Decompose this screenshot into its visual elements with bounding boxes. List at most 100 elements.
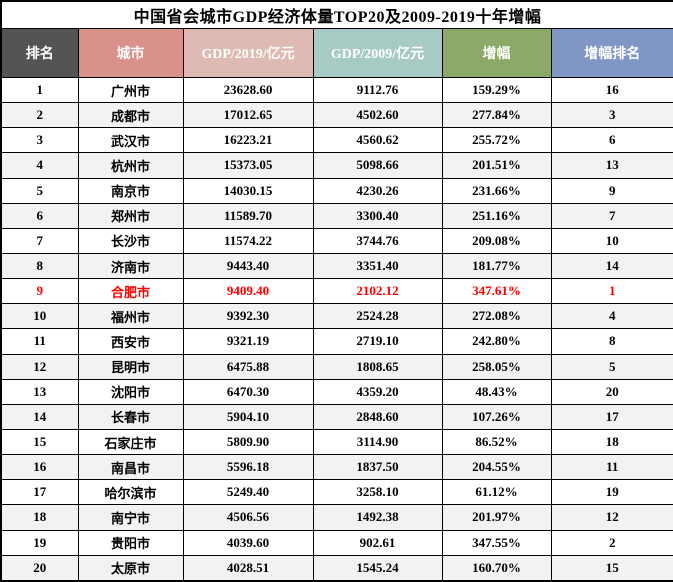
- cell-city: 成都市: [77, 102, 184, 129]
- cell-rank: 1: [0, 76, 79, 104]
- cell-city: 太原市: [77, 554, 184, 582]
- table-title: 中国省会城市GDP经济体量TOP20及2009-2019十年增幅: [0, 0, 673, 29]
- cell-growth-rank: 9: [550, 177, 673, 204]
- cell-city: 贵阳市: [77, 529, 184, 556]
- cell-growth: 48.43%: [441, 378, 552, 405]
- cell-rank: 9: [0, 278, 79, 305]
- cell-growth-rank: 4: [550, 303, 673, 330]
- cell-gdp2019: 9392.30: [182, 303, 314, 330]
- cell-growth-rank: 15: [550, 554, 673, 582]
- cell-city: 广州市: [77, 76, 184, 104]
- column-header-gdp2009: GDP/2009/亿元: [312, 28, 443, 78]
- cell-gdp2009: 3351.40: [312, 252, 443, 280]
- cell-gdp2019: 9321.19: [182, 328, 314, 355]
- cell-rank: 12: [0, 353, 79, 380]
- cell-rank: 20: [0, 554, 79, 582]
- cell-growth: 201.51%: [441, 152, 552, 179]
- cell-rank: 7: [0, 227, 79, 254]
- cell-growth-rank: 8: [550, 328, 673, 355]
- cell-growth-rank: 14: [550, 252, 673, 280]
- cell-gdp2009: 4230.26: [312, 177, 443, 204]
- cell-growth-rank: 13: [550, 152, 673, 179]
- cell-rank: 11: [0, 328, 79, 355]
- table-row: 20 太原市 4028.51 1545.24 160.70% 15: [0, 554, 673, 582]
- cell-gdp2009: 902.61: [312, 529, 443, 556]
- cell-gdp2009: 1492.38: [312, 504, 443, 531]
- cell-growth-rank: 2: [550, 529, 673, 556]
- cell-growth: 209.08%: [441, 227, 552, 254]
- cell-growth-rank: 7: [550, 202, 673, 229]
- cell-growth-rank: 16: [550, 76, 673, 104]
- table-title-row: 中国省会城市GDP经济体量TOP20及2009-2019十年增幅: [0, 0, 673, 29]
- cell-rank: 15: [0, 428, 79, 456]
- cell-growth: 251.16%: [441, 202, 552, 229]
- cell-rank: 19: [0, 529, 79, 556]
- table-row: 12 昆明市 6475.88 1808.65 258.05% 5: [0, 353, 673, 380]
- cell-growth: 86.52%: [441, 428, 552, 456]
- cell-growth: 204.55%: [441, 454, 552, 481]
- cell-gdp2019: 16223.21: [182, 127, 314, 154]
- table-row: 17 哈尔滨市 5249.40 3258.10 61.12% 19: [0, 479, 673, 506]
- table-row: 11 西安市 9321.19 2719.10 242.80% 8: [0, 328, 673, 355]
- table-row: 15 石家庄市 5809.90 3114.90 86.52% 18: [0, 428, 673, 456]
- cell-gdp2009: 4502.60: [312, 102, 443, 129]
- table-row: 19 贵阳市 4039.60 902.61 347.55% 2: [0, 529, 673, 556]
- table-row: 7 长沙市 11574.22 3744.76 209.08% 10: [0, 227, 673, 254]
- cell-gdp2009: 1545.24: [312, 554, 443, 582]
- cell-gdp2019: 4506.56: [182, 504, 314, 531]
- cell-gdp2009: 2102.12: [312, 278, 443, 305]
- cell-rank: 18: [0, 504, 79, 531]
- cell-growth-rank: 10: [550, 227, 673, 254]
- cell-growth: 347.55%: [441, 529, 552, 556]
- cell-gdp2009: 1837.50: [312, 454, 443, 481]
- cell-growth: 61.12%: [441, 479, 552, 506]
- cell-growth: 201.97%: [441, 504, 552, 531]
- table-row: 6 郑州市 11589.70 3300.40 251.16% 7: [0, 202, 673, 229]
- cell-growth-rank: 1: [550, 278, 673, 305]
- cell-gdp2019: 23628.60: [182, 76, 314, 104]
- cell-gdp2009: 4560.62: [312, 127, 443, 154]
- cell-gdp2019: 5904.10: [182, 403, 314, 430]
- cell-gdp2009: 2524.28: [312, 303, 443, 330]
- table-row: 4 杭州市 15373.05 5098.66 201.51% 13: [0, 152, 673, 179]
- cell-gdp2019: 14030.15: [182, 177, 314, 204]
- cell-gdp2019: 9409.40: [182, 278, 314, 305]
- cell-city: 南京市: [77, 177, 184, 204]
- cell-city: 西安市: [77, 328, 184, 355]
- table-row: 16 南昌市 5596.18 1837.50 204.55% 11: [0, 454, 673, 481]
- cell-gdp2019: 5809.90: [182, 428, 314, 456]
- column-header-growth-rank: 增幅排名: [550, 28, 673, 78]
- cell-gdp2019: 11589.70: [182, 202, 314, 229]
- cell-gdp2019: 11574.22: [182, 227, 314, 254]
- column-header-gdp2019: GDP/2019/亿元: [182, 28, 314, 78]
- cell-growth-rank: 20: [550, 378, 673, 405]
- cell-gdp2009: 3300.40: [312, 202, 443, 229]
- cell-growth: 231.66%: [441, 177, 552, 204]
- cell-gdp2019: 5596.18: [182, 454, 314, 481]
- cell-city: 福州市: [77, 303, 184, 330]
- cell-growth: 107.26%: [441, 403, 552, 430]
- cell-growth-rank: 17: [550, 403, 673, 430]
- table-row: 2 成都市 17012.65 4502.60 277.84% 3: [0, 102, 673, 129]
- cell-gdp2009: 2848.60: [312, 403, 443, 430]
- cell-gdp2009: 9112.76: [312, 76, 443, 104]
- cell-city: 哈尔滨市: [77, 479, 184, 506]
- cell-rank: 5: [0, 177, 79, 204]
- cell-gdp2009: 1808.65: [312, 353, 443, 380]
- cell-rank: 10: [0, 303, 79, 330]
- cell-gdp2009: 3744.76: [312, 227, 443, 254]
- cell-gdp2019: 4028.51: [182, 554, 314, 582]
- cell-rank: 3: [0, 127, 79, 154]
- cell-growth: 277.84%: [441, 102, 552, 129]
- cell-city: 昆明市: [77, 353, 184, 380]
- table-row: 1 广州市 23628.60 9112.76 159.29% 16: [0, 76, 673, 104]
- table-row: 18 南宁市 4506.56 1492.38 201.97% 12: [0, 504, 673, 531]
- cell-gdp2019: 6475.88: [182, 353, 314, 380]
- cell-rank: 13: [0, 378, 79, 405]
- table-row: 10 福州市 9392.30 2524.28 272.08% 4: [0, 303, 673, 330]
- table-row: 3 武汉市 16223.21 4560.62 255.72% 6: [0, 127, 673, 154]
- cell-city: 长春市: [77, 403, 184, 430]
- cell-city: 南宁市: [77, 504, 184, 531]
- cell-growth: 160.70%: [441, 554, 552, 582]
- cell-gdp2009: 5098.66: [312, 152, 443, 179]
